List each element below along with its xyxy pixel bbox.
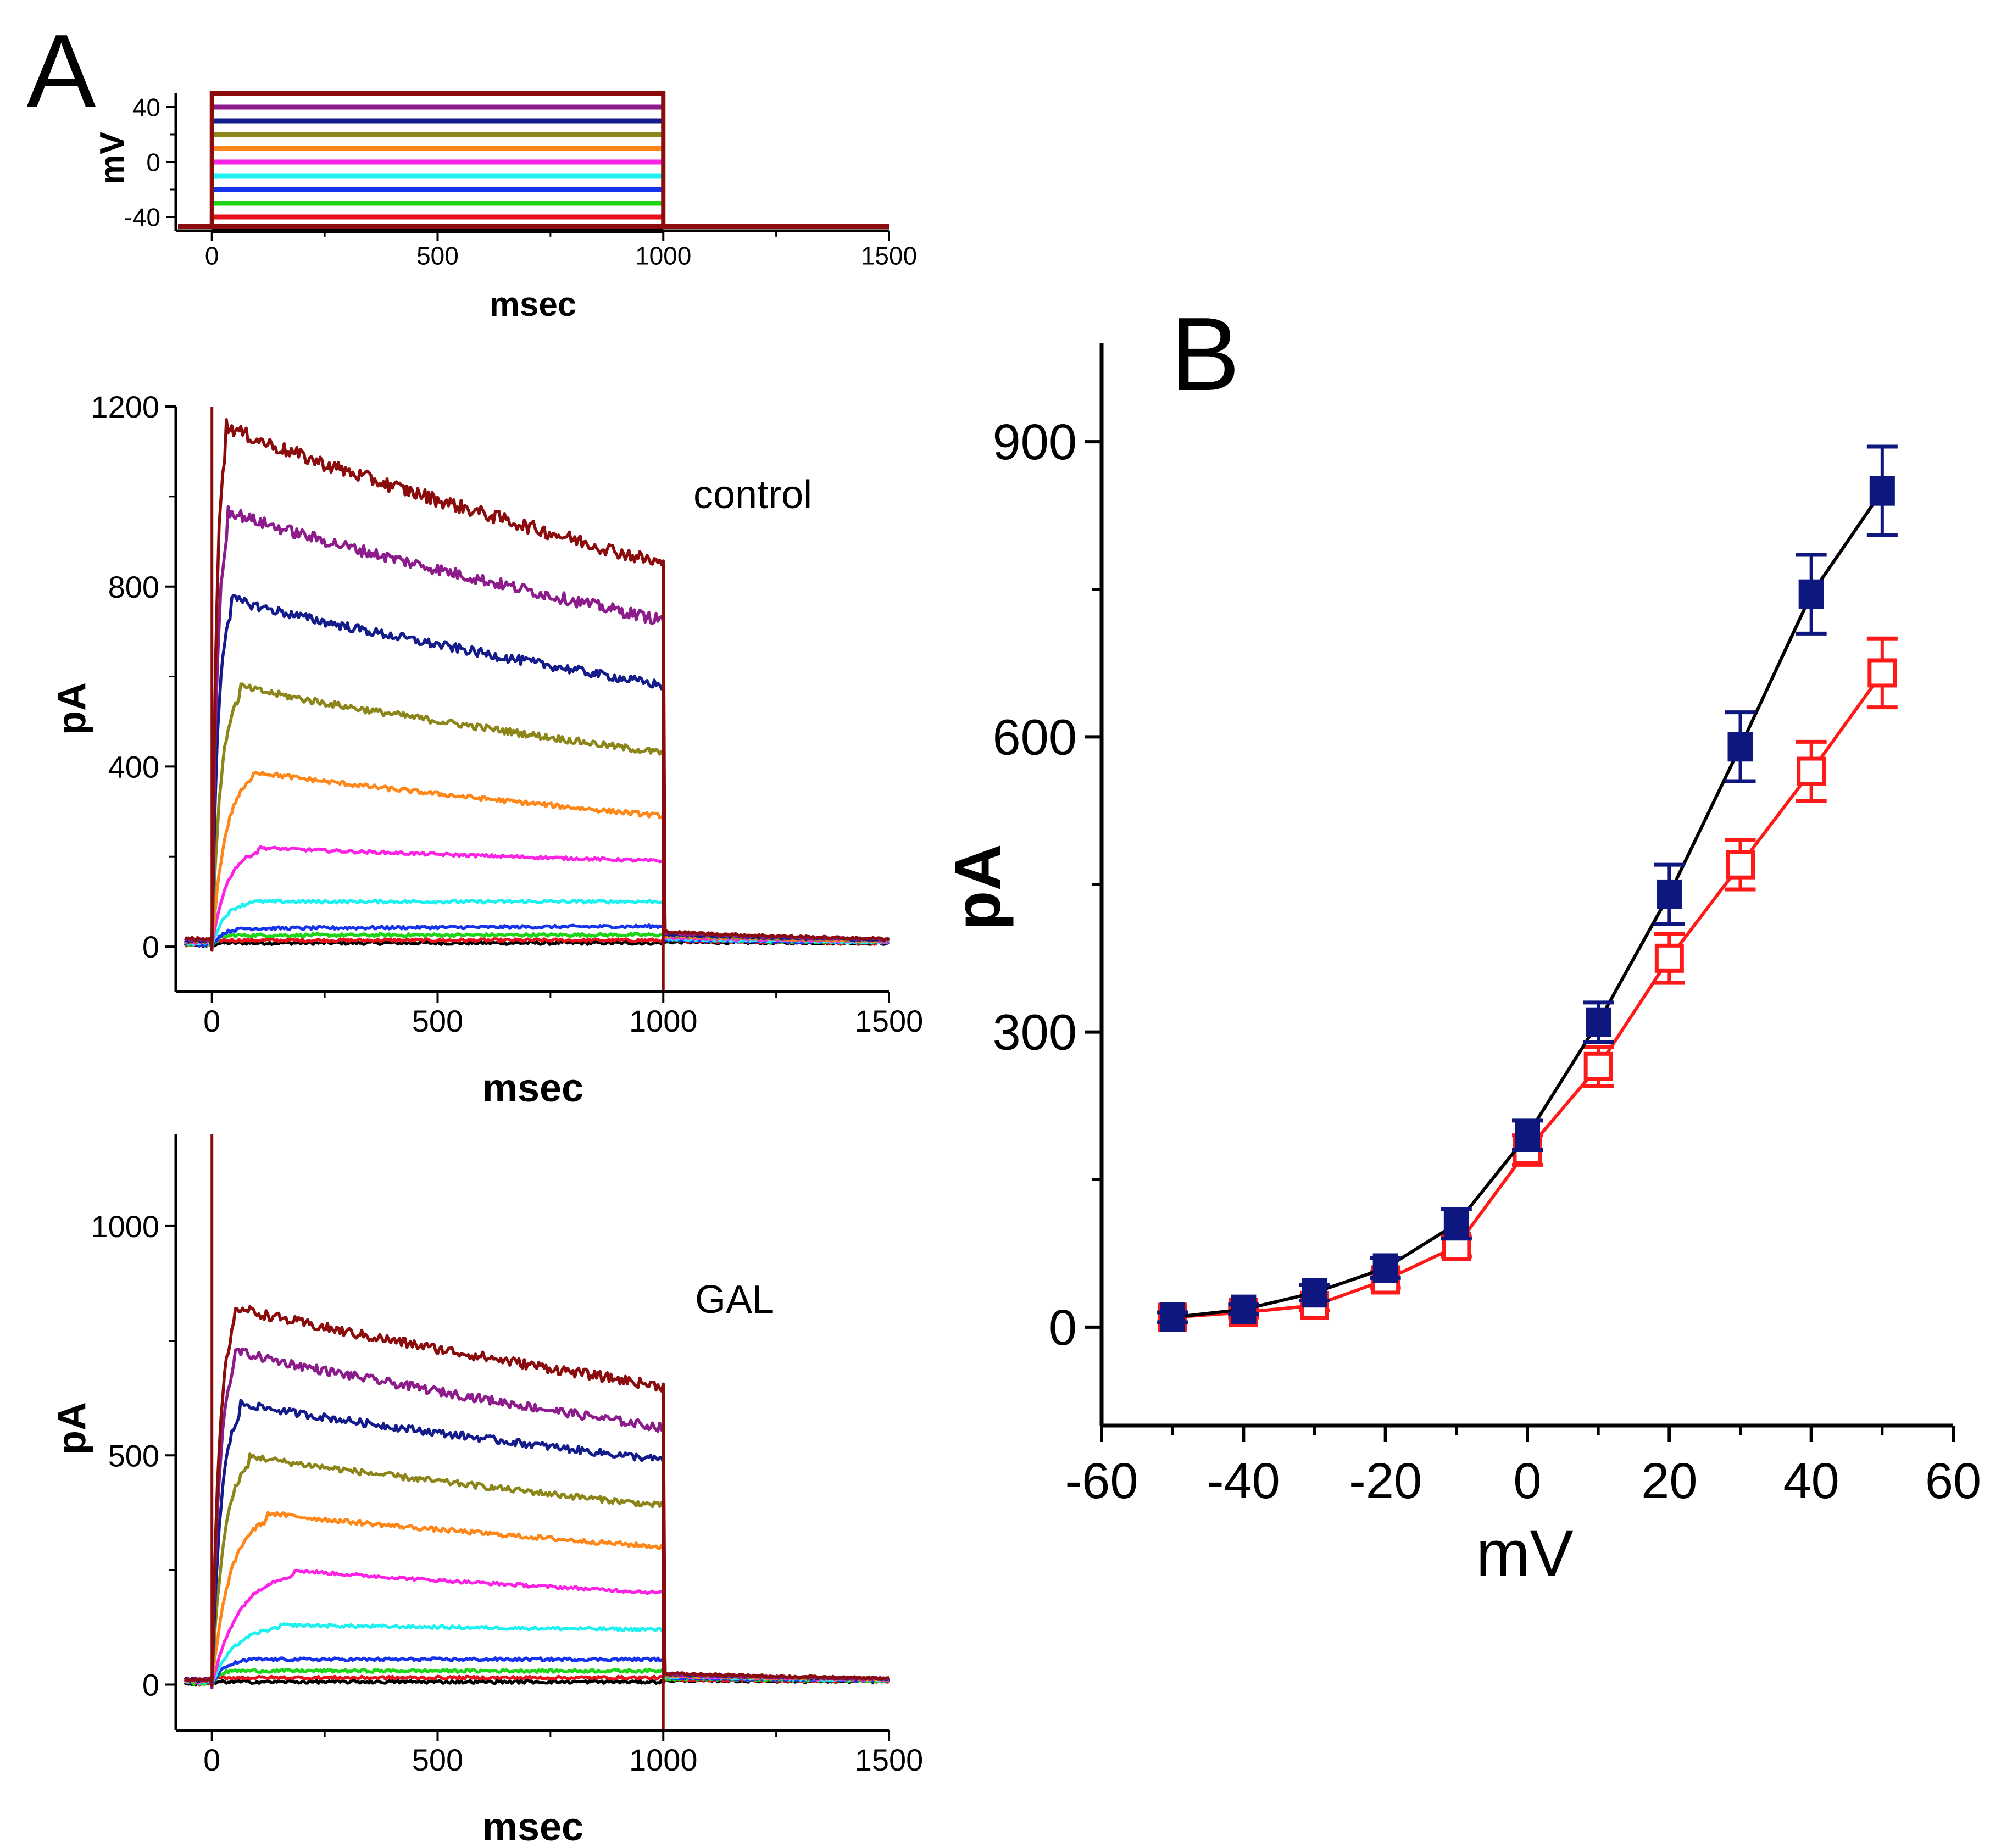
gal-y-axis-label: pA [50, 1402, 94, 1455]
trace--10mv [184, 898, 890, 949]
x-tick-label: 1000 [629, 1004, 698, 1038]
y-tick-label: 800 [108, 570, 159, 604]
iv-point-control [1515, 1120, 1540, 1150]
iv-point-control [1443, 1209, 1469, 1239]
iv-point-control [1869, 476, 1895, 506]
protocol-axes: 0 500 1000 1500 -40 0 40 [124, 93, 918, 270]
y-tick-label: -40 [124, 203, 160, 232]
protocol-x-axis-label: msec [490, 286, 577, 324]
y-tick-label: 1000 [91, 1209, 159, 1244]
panel-label-a: A [26, 13, 96, 130]
iv-y-axis-label: pA [942, 844, 1014, 930]
y-tick-label: 0 [146, 148, 160, 177]
protocol-plot-area [178, 91, 889, 233]
panel-label-b: B [1170, 296, 1240, 413]
protocol-y-axis-label: mV [93, 132, 131, 185]
iv-x-tick-label: 40 [1783, 1453, 1839, 1509]
iv-point-gal [1654, 943, 1684, 973]
iv-point-control [1798, 579, 1824, 609]
iv-point-gal [1797, 756, 1826, 786]
x-tick-label: 1500 [855, 1004, 924, 1038]
control-x-axis-label: msec [482, 1066, 583, 1110]
trace-40mv [184, 505, 890, 945]
y-tick-label: 40 [132, 93, 160, 122]
iv-point-gal [1867, 658, 1897, 688]
iv-y-tick-label: 300 [993, 1005, 1077, 1061]
control-annotation: control [693, 473, 812, 517]
x-tick-label: 500 [412, 1743, 463, 1777]
iv-point-control [1727, 732, 1753, 762]
trace-50mv [184, 418, 890, 952]
control-y-axis-label: pA [50, 682, 94, 735]
iv-point-control [1231, 1294, 1257, 1324]
y-tick-label: 0 [142, 1668, 159, 1702]
iv-y-tick-label: 0 [1049, 1300, 1077, 1356]
iv-point-control [1586, 1007, 1611, 1037]
iv-x-tick-label: 0 [1513, 1453, 1541, 1509]
x-tick-label: 1500 [861, 242, 917, 270]
x-tick-label: 1000 [635, 242, 691, 270]
control-plot-area [184, 407, 890, 992]
iv-x-tick-label: -40 [1207, 1453, 1280, 1509]
iv-x-tick-label: 60 [1925, 1453, 1981, 1509]
x-tick-label: 0 [205, 242, 219, 270]
iv-point-control [1160, 1302, 1186, 1332]
iv-point-control [1302, 1278, 1327, 1308]
x-tick-label: 1500 [855, 1743, 924, 1777]
y-tick-label: 400 [108, 750, 159, 784]
iv-x-tick-label: -20 [1349, 1453, 1422, 1509]
protocol-step-50 [209, 91, 666, 226]
protocol-chart: 0 500 1000 1500 -40 0 40 msec mV [93, 91, 918, 324]
iv-point-gal [1583, 1051, 1613, 1081]
x-tick-label: 0 [203, 1004, 220, 1038]
gal-traces-chart: 0 500 1000 1500 0 500 1000 GAL msec pA [50, 1134, 923, 1848]
iv-x-axis-label: mV [1476, 1517, 1574, 1590]
gal-plot-area [184, 1134, 890, 1730]
y-tick-label: 500 [108, 1438, 159, 1473]
iv-y-tick-label: 900 [993, 414, 1077, 470]
iv-point-control [1657, 879, 1682, 909]
gal-axes: 0 500 1000 1500 0 500 1000 [91, 1134, 923, 1777]
gal-annotation: GAL [695, 1278, 774, 1322]
iv-x-tick-label: -60 [1065, 1453, 1138, 1509]
iv-plot-area [1157, 444, 1898, 1332]
iv-point-gal [1726, 850, 1755, 880]
x-tick-label: 1000 [629, 1743, 698, 1777]
gal-x-axis-label: msec [482, 1805, 583, 1848]
x-tick-label: 500 [412, 1004, 463, 1038]
iv-x-tick-label: 20 [1641, 1453, 1697, 1509]
control-traces-chart: 0 500 1000 1500 0 400 800 1200 control msec pA [50, 389, 923, 1110]
trace-50mv [184, 1305, 890, 1688]
y-tick-label: 0 [142, 929, 159, 964]
iv-y-tick-label: 600 [993, 709, 1077, 765]
y-tick-label: 1200 [91, 389, 159, 424]
x-tick-label: 0 [203, 1743, 220, 1777]
control-axes: 0 500 1000 1500 0 400 800 1200 [91, 389, 923, 1038]
x-tick-label: 500 [416, 242, 459, 270]
iv-point-control [1372, 1253, 1398, 1283]
